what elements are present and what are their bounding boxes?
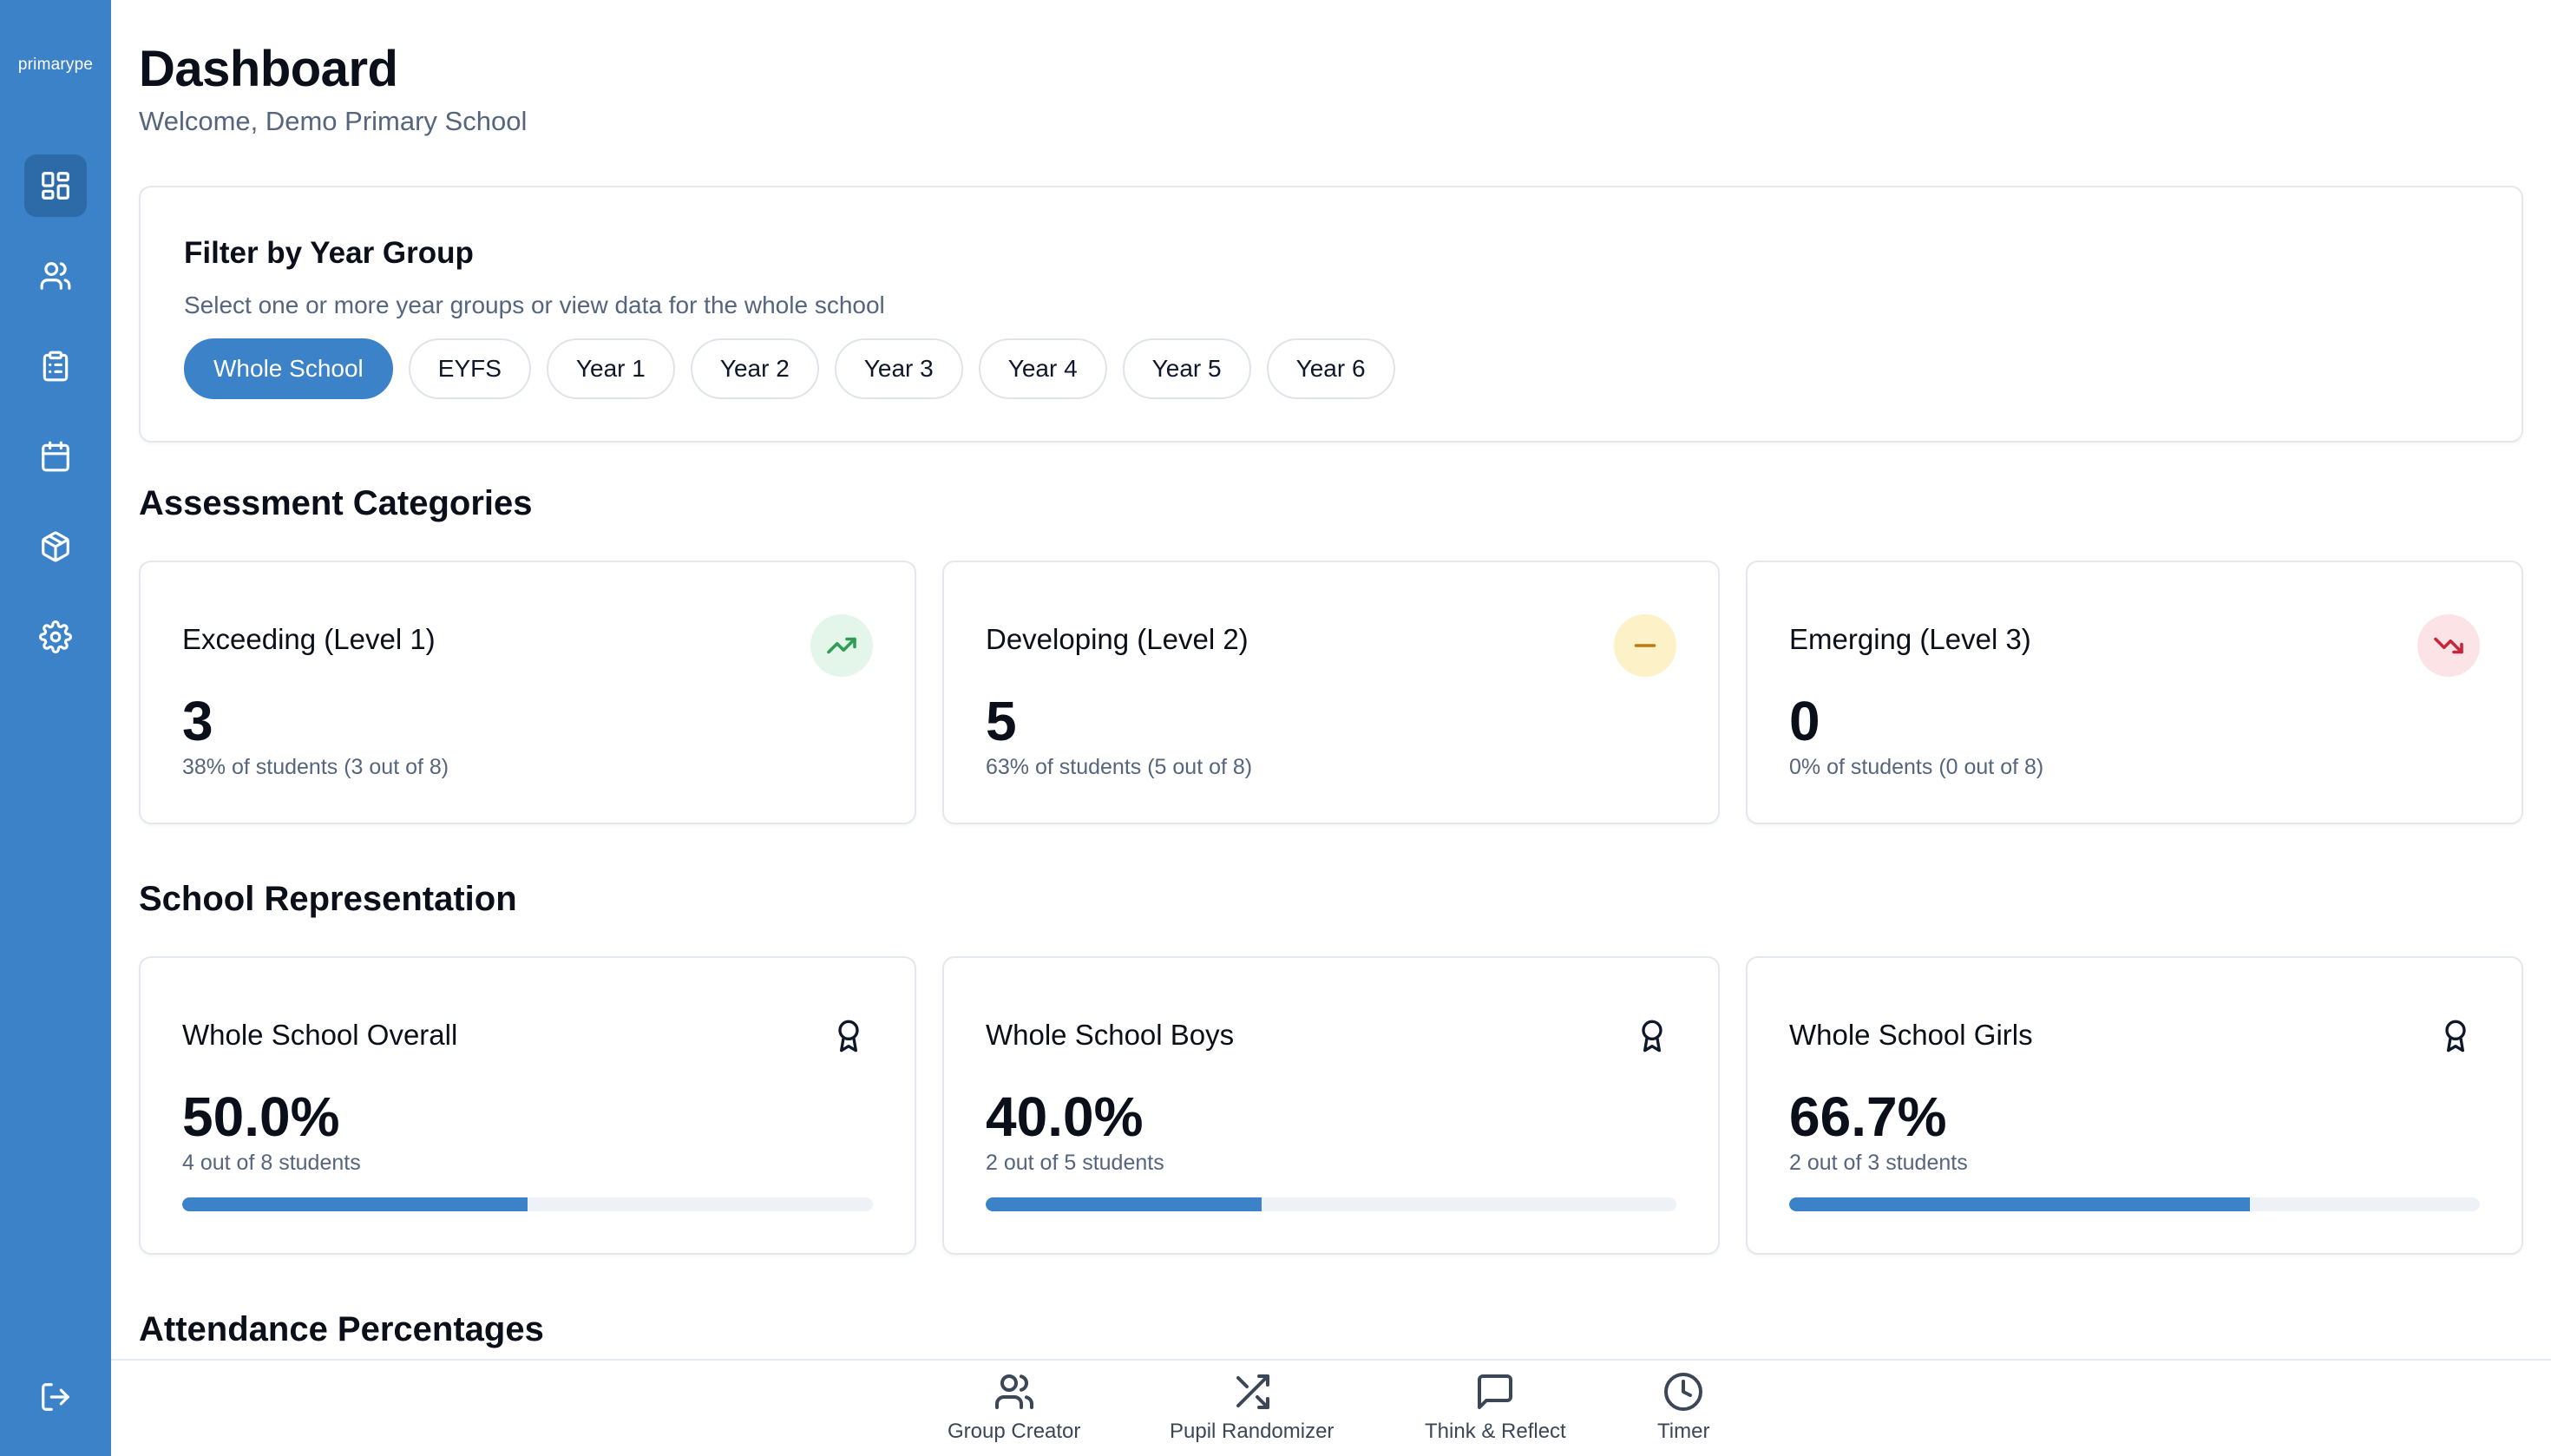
sidebar-item-settings[interactable] (24, 606, 87, 668)
tool-think-reflect[interactable]: Think & Reflect (1425, 1371, 1566, 1444)
pill-year-6[interactable]: Year 6 (1266, 338, 1395, 399)
rep-detail: 4 out of 8 students (182, 1151, 361, 1175)
tool-timer[interactable]: Timer (1657, 1371, 1709, 1444)
representation-section-title: School Representation (139, 880, 517, 918)
stat-value: 3 (182, 690, 213, 752)
year-group-pills: Whole School EYFS Year 1 Year 2 Year 3 Y… (184, 338, 1395, 399)
pill-year-2[interactable]: Year 2 (690, 338, 819, 399)
attendance-section-title: Attendance Percentages (139, 1310, 544, 1348)
sidebar: primarype (0, 0, 111, 1456)
stat-label: Developing (Level 2) (986, 623, 1249, 655)
stat-icon-badge (810, 614, 873, 677)
rep-value: 66.7% (1789, 1085, 1947, 1148)
package-icon (42, 531, 69, 562)
users-icon (994, 1374, 1033, 1409)
stat-card-exceeding: Exceeding (Level 1) 3 38% of students (3… (139, 561, 916, 824)
clock-icon (1664, 1373, 1703, 1411)
logout-icon (42, 1383, 69, 1411)
tool-label: Think & Reflect (1425, 1420, 1566, 1443)
message-square-icon (1478, 1374, 1513, 1409)
progress-bar (1789, 1197, 2480, 1211)
shuffle-icon (1236, 1374, 1269, 1409)
pill-year-4[interactable]: Year 4 (978, 338, 1107, 399)
trending-down-icon (2434, 637, 2463, 654)
bottom-toolbar: Group Creator Pupil Randomizer Think & R… (111, 1359, 2551, 1456)
progress-bar (986, 1197, 1676, 1211)
calendar-icon (42, 441, 69, 472)
rep-card-girls: Whole School Girls 66.7% 2 out of 3 stud… (1746, 956, 2523, 1255)
tool-label: Group Creator (948, 1420, 1081, 1443)
rep-label: Whole School Overall (182, 1019, 458, 1051)
rep-card-boys: Whole School Boys 40.0% 2 out of 5 stude… (942, 956, 1720, 1255)
sidebar-item-assessments[interactable] (24, 335, 87, 397)
progress-bar (182, 1197, 873, 1211)
stat-label: Emerging (Level 3) (1789, 623, 2031, 655)
stat-label: Exceeding (Level 1) (182, 623, 436, 655)
gear-icon (39, 620, 72, 653)
tool-label: Pupil Randomizer (1170, 1420, 1335, 1443)
stat-icon-badge (2417, 614, 2480, 677)
stat-value: 5 (986, 690, 1017, 752)
filter-title: Filter by Year Group (184, 236, 474, 270)
app-logo[interactable]: primarype (17, 56, 94, 74)
pill-year-3[interactable]: Year 3 (834, 338, 963, 399)
pill-eyfs[interactable]: EYFS (408, 338, 531, 399)
sidebar-item-resources[interactable] (24, 515, 87, 578)
tool-group-creator[interactable]: Group Creator (948, 1371, 1080, 1444)
rep-detail: 2 out of 5 students (986, 1151, 1164, 1175)
tool-label: Timer (1657, 1420, 1710, 1443)
award-icon (2438, 1019, 2473, 1053)
rep-label: Whole School Girls (1789, 1019, 2033, 1051)
tool-pupil-randomizer[interactable]: Pupil Randomizer (1170, 1371, 1334, 1444)
stat-value: 0 (1789, 690, 1820, 752)
pill-year-5[interactable]: Year 5 (1122, 338, 1251, 399)
sidebar-item-calendar[interactable] (24, 425, 87, 488)
award-icon (831, 1019, 866, 1053)
assessment-section-title: Assessment Categories (139, 484, 533, 522)
pill-year-1[interactable]: Year 1 (546, 338, 675, 399)
minus-icon (1634, 644, 1656, 647)
pill-whole-school[interactable]: Whole School (184, 338, 393, 399)
rep-label: Whole School Boys (986, 1019, 1235, 1051)
rep-value: 40.0% (986, 1085, 1144, 1148)
sidebar-item-dashboard[interactable] (24, 154, 87, 217)
rep-detail: 2 out of 3 students (1789, 1151, 1968, 1175)
stat-detail: 38% of students (3 out of 8) (182, 755, 449, 779)
stat-detail: 63% of students (5 out of 8) (986, 755, 1253, 779)
progress-fill (182, 1197, 528, 1211)
layout-grid-icon (42, 172, 69, 200)
stat-detail: 0% of students (0 out of 8) (1789, 755, 2044, 779)
sidebar-item-users[interactable] (24, 245, 87, 307)
rep-value: 50.0% (182, 1085, 340, 1148)
filter-card: Filter by Year Group Select one or more … (139, 186, 2523, 443)
progress-fill (1789, 1197, 2250, 1211)
stat-card-emerging: Emerging (Level 3) 0 0% of students (0 o… (1746, 561, 2523, 824)
clipboard-icon (43, 351, 69, 382)
award-icon (1635, 1019, 1669, 1053)
stat-icon-badge (1614, 614, 1676, 677)
users-icon (40, 262, 71, 290)
rep-card-overall: Whole School Overall 50.0% 4 out of 8 st… (139, 956, 916, 1255)
progress-fill (986, 1197, 1262, 1211)
stat-card-developing: Developing (Level 2) 5 63% of students (… (942, 561, 1720, 824)
filter-subtitle: Select one or more year groups or view d… (184, 292, 885, 318)
page-title: Dashboard (139, 41, 398, 97)
trending-up-icon (827, 637, 856, 654)
welcome-text: Welcome, Demo Primary School (139, 106, 528, 136)
logout-button[interactable] (24, 1366, 87, 1428)
